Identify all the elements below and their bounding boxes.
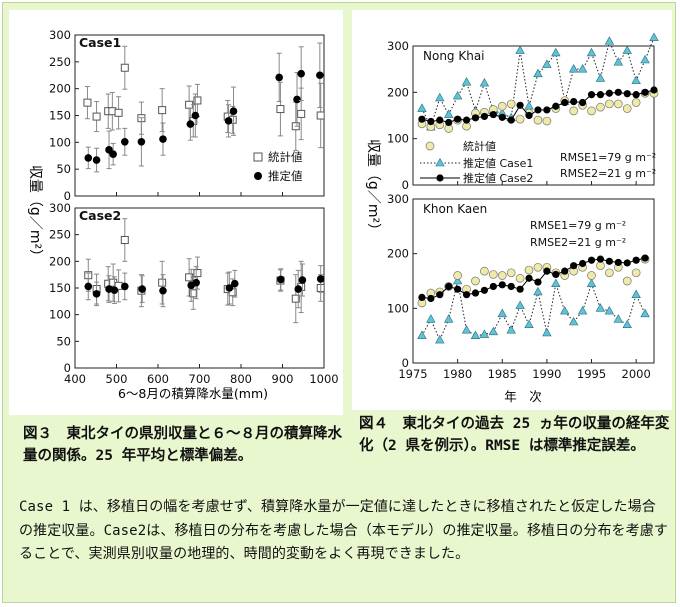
fig4-panel	[352, 10, 672, 410]
fig3-caption: 図３ 東北タイの県別収量と６〜８月の積算降水量の関係。25 年平均と標準偏差。	[23, 426, 342, 464]
fig3-panel	[9, 10, 343, 415]
fig4-caption: 図４ 東北タイの過去 25 ヵ年の収量の経年変化（2 県を例示）。RMSE は標…	[359, 416, 670, 454]
body-text: Case 1 は、移植日の幅を考慮せず、積算降水量が一定値に達したときに移植され…	[19, 499, 668, 562]
